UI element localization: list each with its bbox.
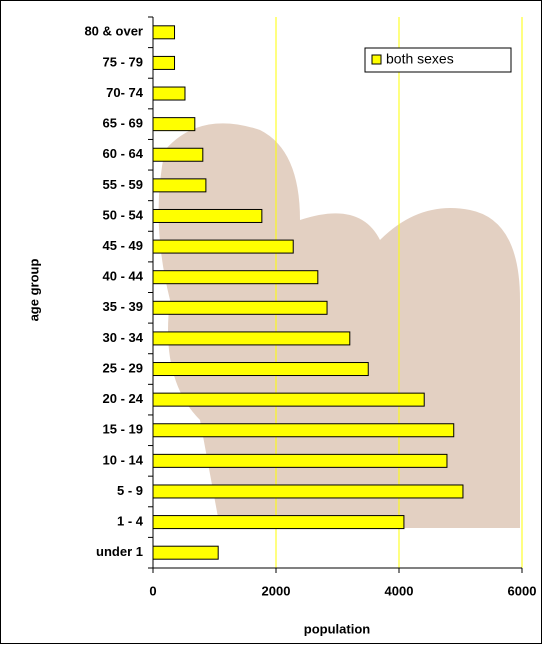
legend-swatch: [371, 54, 382, 65]
y-tick-label: 80 & over: [84, 24, 143, 39]
y-tick-label: 40 - 44: [103, 269, 144, 284]
x-tick-label: 0: [149, 583, 156, 598]
x-tick-label: 4000: [385, 583, 414, 598]
bar: [152, 545, 219, 560]
y-tick-label: 70- 74: [106, 85, 144, 100]
bar: [152, 331, 351, 346]
y-tick-label: 50 - 54: [103, 207, 144, 222]
y-tick-label: 45 - 49: [103, 238, 143, 253]
x-tick-label: 2000: [262, 583, 291, 598]
bar: [152, 362, 369, 377]
bar: [152, 300, 328, 315]
legend-box: [364, 47, 512, 73]
bar: [152, 484, 464, 499]
bar: [152, 423, 455, 438]
y-axis-title: age group: [26, 259, 41, 322]
y-tick-label: 35 - 39: [103, 299, 143, 314]
bar: [152, 453, 448, 468]
bar: [152, 86, 186, 101]
y-tick-label: 20 - 24: [103, 391, 144, 406]
bar: [152, 178, 207, 193]
bar: [152, 55, 176, 70]
bar: [152, 392, 425, 407]
bar: [152, 147, 204, 162]
y-tick-label: 10 - 14: [103, 452, 144, 467]
y-tick-label: under 1: [96, 544, 143, 559]
y-tick-label: 75 - 79: [103, 54, 143, 69]
y-tick-label: 55 - 59: [103, 177, 143, 192]
bar: [152, 25, 176, 40]
y-tick-label: 30 - 34: [103, 330, 144, 345]
bar: [152, 270, 319, 285]
y-tick-label: 15 - 19: [103, 422, 143, 437]
y-tick-label: 65 - 69: [103, 116, 143, 131]
y-tick-label: 1 - 4: [117, 514, 144, 529]
legend-label: both sexes: [386, 51, 454, 67]
y-tick-label: 25 - 29: [103, 360, 143, 375]
bar: [152, 208, 263, 223]
y-tick-label: 5 - 9: [117, 483, 143, 498]
bar: [152, 117, 196, 132]
bar: [152, 515, 405, 530]
x-tick-label: 6000: [508, 583, 537, 598]
x-axis-title: population: [304, 621, 370, 636]
y-tick-label: 60 - 64: [103, 146, 144, 161]
bar: [152, 239, 294, 254]
